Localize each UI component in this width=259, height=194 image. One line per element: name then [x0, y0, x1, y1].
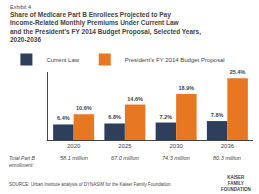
svg-text:2020: 2020	[67, 143, 81, 149]
svg-text:2025: 2025	[118, 143, 132, 149]
svg-text:18.9%: 18.9%	[179, 85, 195, 91]
svg-text:2030: 2030	[169, 143, 183, 149]
svg-text:6.8%: 6.8%	[108, 114, 121, 120]
svg-text:80.3 million: 80.3 million	[213, 155, 241, 161]
svg-text:Current Law: Current Law	[46, 57, 79, 63]
svg-text:2036: 2036	[221, 143, 235, 149]
svg-text:25.4%: 25.4%	[230, 69, 246, 75]
svg-text:74.3 million: 74.3 million	[162, 155, 190, 161]
svg-text:10.6%: 10.6%	[76, 105, 92, 111]
svg-text:Exhibit 4: Exhibit 4	[10, 4, 31, 10]
svg-text:67.0 million: 67.0 million	[111, 155, 139, 161]
svg-text:KAISERFAMILYFOUNDATION: KAISERFAMILYFOUNDATION	[221, 175, 251, 192]
svg-text:Share of Medicare Part B Enrol: Share of Medicare Part B Enrollees Proje…	[10, 11, 201, 43]
svg-text:SOURCE: Urban Institute analys: SOURCE: Urban Institute analysis of DYNA…	[9, 182, 172, 187]
svg-text:6.4%: 6.4%	[57, 115, 70, 121]
svg-text:Total Part Benrollment:: Total Part Benrollment:	[9, 155, 36, 168]
svg-text:7.8%: 7.8%	[211, 112, 224, 118]
svg-text:7.2%: 7.2%	[160, 114, 173, 120]
svg-text:President’s FY 2014 Budget Pro: President’s FY 2014 Budget Proposal	[125, 57, 225, 63]
svg-text:58.1 million: 58.1 million	[60, 155, 88, 161]
svg-text:14.6%: 14.6%	[127, 96, 143, 102]
